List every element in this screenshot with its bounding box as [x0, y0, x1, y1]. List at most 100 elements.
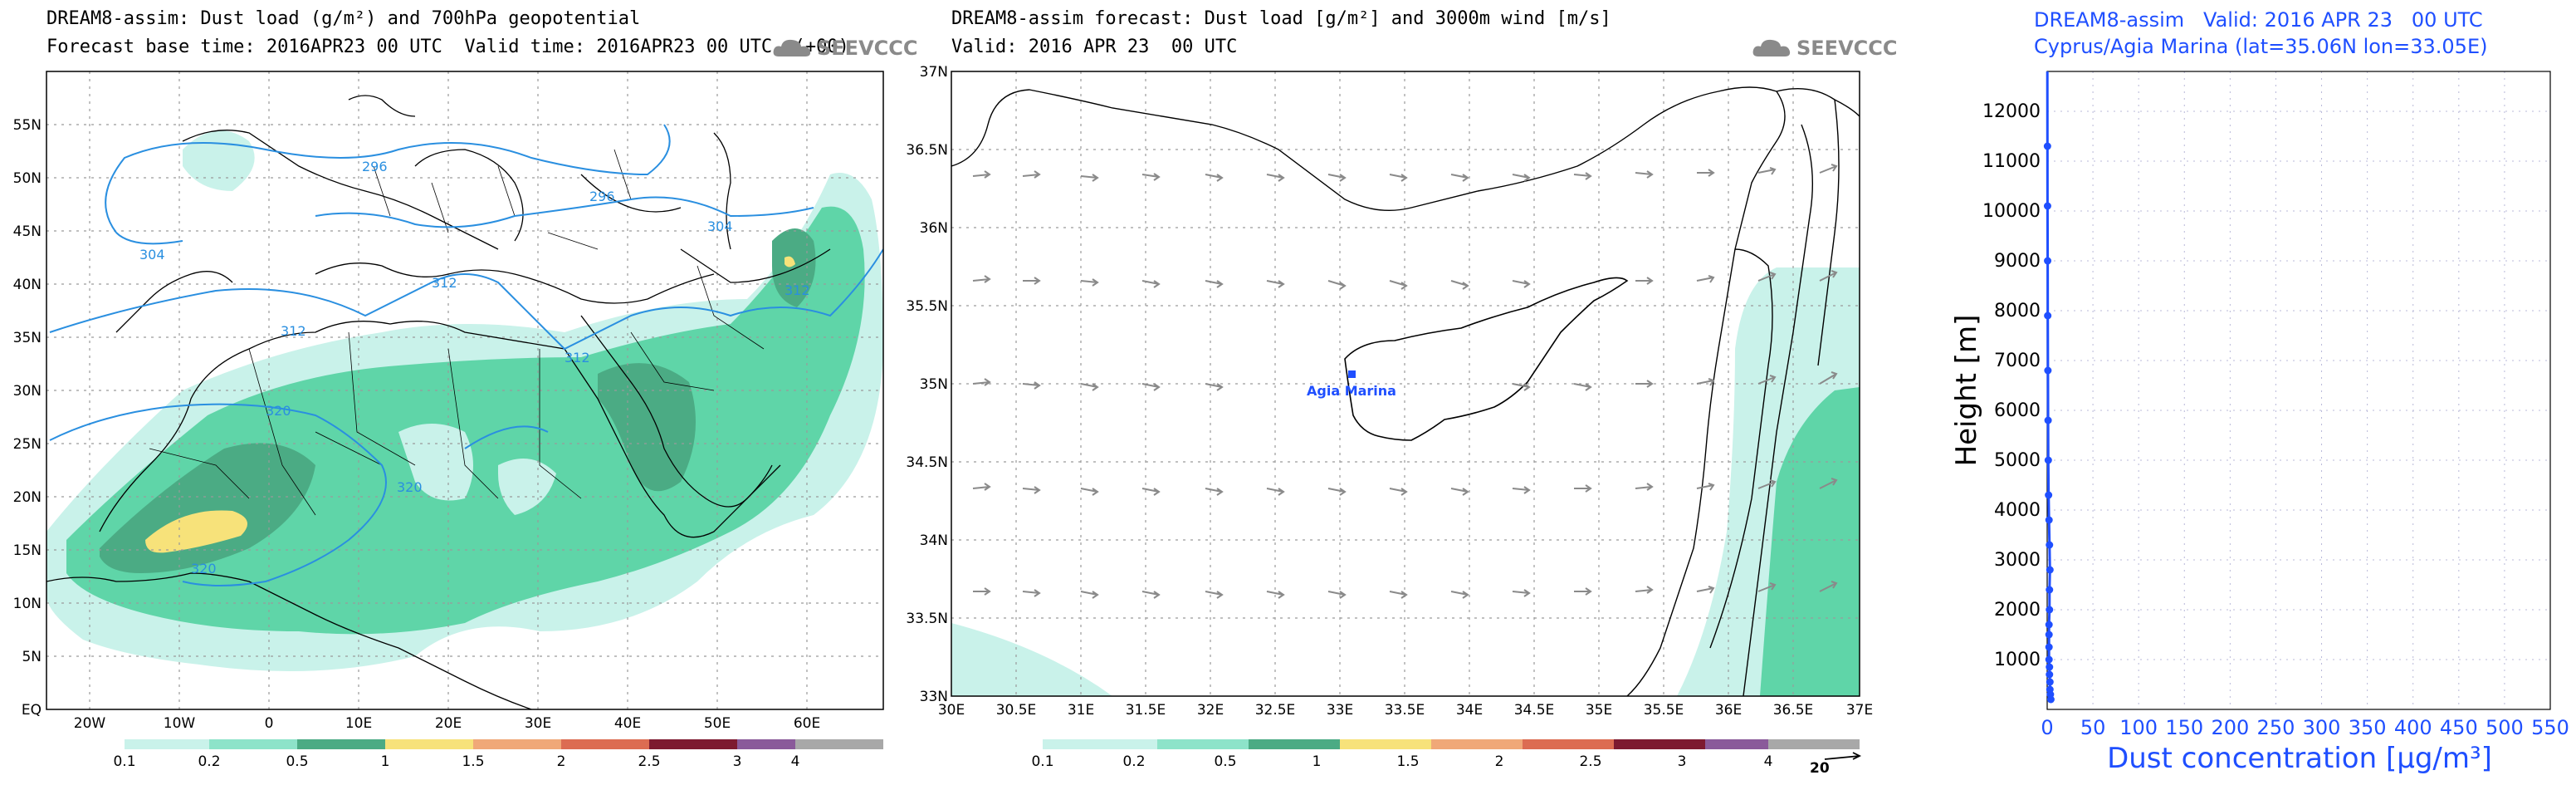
x-tick: 36E: [1715, 702, 1742, 719]
colorbar-swatch: [1043, 739, 1076, 749]
colorbar-label: 0.5: [286, 753, 308, 770]
middle-coastlines: [951, 86, 1860, 696]
colorbar-label: 1.5: [462, 753, 484, 770]
profile-point: [2044, 416, 2052, 424]
colorbar-label: 2.5: [638, 753, 660, 770]
x-tick: 35.5E: [1644, 702, 1684, 719]
x-tick: 37E: [1846, 702, 1873, 719]
wind-arrows: [972, 164, 1838, 599]
profile-point: [2046, 663, 2054, 671]
cyprus-island: [1344, 277, 1629, 441]
x-tick: 31E: [1068, 702, 1094, 719]
colorbar-label: 0.2: [198, 753, 220, 770]
contour-label: 312: [432, 275, 457, 291]
y-tick: 10000: [1982, 201, 2041, 222]
x-tick: 200: [2211, 716, 2249, 739]
left-colorbar-labels: 0.1 0.2 0.5 1 1.5 2 2.5 3 4: [113, 753, 799, 770]
x-tick: 32.5E: [1255, 702, 1296, 719]
y-tick: 12000: [1982, 101, 2041, 122]
left-map-frame: [46, 71, 884, 710]
middle-colorbar: [1043, 739, 1860, 749]
colorbar-swatch: [1768, 739, 1860, 749]
y-tick: 34.5N: [906, 454, 948, 471]
wind-reference: 20: [1810, 752, 1862, 777]
colorbar-label: 1: [1312, 753, 1322, 770]
colorbar-swatch: [649, 739, 737, 749]
profile-point: [2046, 586, 2054, 594]
left-colorbar: [125, 739, 883, 749]
middle-colorbar-labels: 0.1 0.2 0.5 1 1.5 2 2.5 3 4: [1031, 753, 1772, 770]
colorbar-label: 0.1: [1031, 753, 1053, 770]
profile-point: [2043, 202, 2051, 210]
y-tick: EQ: [22, 702, 42, 719]
colorbar-swatch: [1157, 739, 1249, 749]
x-tick: 0: [2041, 716, 2053, 739]
y-tick: 9000: [1994, 251, 2041, 272]
colorbar-swatch: [1523, 739, 1614, 749]
x-tick: 35E: [1586, 702, 1612, 719]
y-tick: 1000: [1994, 650, 2041, 670]
x-tick: 50E: [704, 715, 731, 732]
x-tick: 34E: [1456, 702, 1483, 719]
contour-label: 304: [139, 247, 165, 262]
x-tick: 20W: [74, 715, 106, 732]
middle-logo-text: SEEVCCC: [1796, 37, 1898, 60]
contour-label: 320: [266, 403, 291, 419]
y-tick: 2000: [1994, 600, 2041, 621]
y-tick: 36N: [920, 220, 948, 237]
profile-point: [2046, 678, 2054, 686]
middle-y-ticks: 33N 33.5N 34N 34.5N 35N 35.5N 36N 36.5N …: [906, 64, 948, 705]
station-label: Agia Marina: [1307, 383, 1396, 399]
y-tick: 34N: [920, 532, 948, 549]
right-title-line1: DREAM8-assim Valid: 2016 APR 23 00 UTC: [2034, 8, 2483, 32]
y-tick: 33N: [920, 689, 948, 705]
dust-profile-chart: 1000200030004000500060007000800090001000…: [1950, 71, 2569, 775]
colorbar-label: 3: [1678, 753, 1687, 770]
colorbar-swatch: [1431, 739, 1523, 749]
left-y-ticks: EQ 5N 10N 15N 20N 25N 30N 35N 40N 45N 50…: [13, 117, 42, 719]
y-tick: 33.5N: [906, 611, 948, 627]
y-tick: 5N: [22, 649, 42, 665]
profile-x-axis-label: Dust concentration [μg/m³]: [2107, 742, 2492, 775]
x-tick: 50: [2080, 716, 2106, 739]
contour-label: 320: [397, 479, 423, 495]
y-tick: 50N: [13, 170, 42, 187]
profile-point: [2046, 685, 2054, 694]
x-tick: 350: [2349, 716, 2387, 739]
y-tick: 15N: [13, 542, 42, 559]
x-tick: 30.5E: [996, 702, 1037, 719]
profile-point: [2045, 655, 2053, 664]
colorbar-swatch: [209, 739, 297, 749]
profile-point: [2045, 621, 2053, 629]
left-coastlines: [46, 95, 831, 709]
y-tick: 45N: [13, 223, 42, 240]
x-tick: 33E: [1327, 702, 1353, 719]
x-tick: 36.5E: [1773, 702, 1814, 719]
contour-label: 304: [707, 218, 733, 234]
x-tick: 300: [2303, 716, 2341, 739]
x-tick: 31.5E: [1126, 702, 1166, 719]
profile-point: [2045, 643, 2053, 651]
cloud-icon: [773, 39, 811, 56]
x-tick: 500: [2486, 716, 2524, 739]
colorbar-label: 4: [1764, 753, 1773, 770]
profile-point: [2046, 670, 2054, 679]
y-tick: 40N: [13, 277, 42, 293]
wind-reference-label: 20: [1810, 760, 1830, 777]
x-tick: 40E: [614, 715, 641, 732]
colorbar-swatch: [795, 739, 883, 749]
middle-logo: SEEVCCC: [1752, 37, 1898, 60]
x-tick: 400: [2394, 716, 2432, 739]
x-tick: 10W: [164, 715, 196, 732]
x-tick: 0: [265, 715, 274, 732]
colorbar-label: 2.5: [1579, 753, 1601, 770]
left-title-line2: Forecast base time: 2016APR23 00 UTC Val…: [46, 37, 849, 57]
colorbar-swatch: [163, 739, 209, 749]
colorbar-swatch: [297, 739, 385, 749]
profile-point: [2046, 606, 2054, 614]
y-tick: 20N: [13, 489, 42, 506]
colorbar-swatch: [1076, 739, 1157, 749]
x-tick: 250: [2257, 716, 2295, 739]
colorbar-label: 2: [1495, 753, 1504, 770]
profile-point: [2044, 257, 2052, 265]
